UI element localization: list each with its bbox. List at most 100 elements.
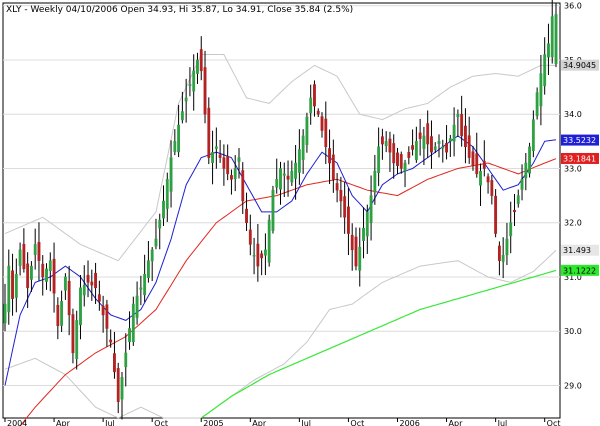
candle-body-down <box>350 234 354 251</box>
value-badge-text: 31.1222 <box>563 266 596 275</box>
candle-body-up <box>196 59 199 74</box>
candle-body-up <box>75 320 79 360</box>
candle-body-down <box>313 84 316 107</box>
candle-body-down <box>245 208 248 223</box>
y-tick-label: 29.0 <box>564 381 582 390</box>
candle-body-up <box>33 244 37 255</box>
candle-body-up <box>173 141 177 153</box>
candle-body-down <box>320 116 324 131</box>
candle-body-up <box>403 162 407 172</box>
candle-body-up <box>373 170 377 193</box>
candle-body-up <box>282 173 286 176</box>
y-tick-label: 30.0 <box>564 327 582 336</box>
candle-body-down <box>482 160 486 169</box>
candle-body-up <box>422 135 426 149</box>
candle-body-up <box>479 170 482 186</box>
x-tick-label: Apr <box>252 419 267 426</box>
candle-body-down <box>90 281 94 286</box>
candle-body-down <box>392 143 396 164</box>
candle-body-up <box>535 92 539 117</box>
candle-body-down <box>67 280 71 316</box>
candle-body-down <box>113 353 116 373</box>
candle-body-up <box>252 255 256 257</box>
candle-body-up <box>452 124 456 142</box>
x-tick-label: 2006 <box>399 419 419 426</box>
candle-body-down <box>97 294 101 302</box>
candle-body-up <box>524 162 528 179</box>
candle-body-down <box>430 136 433 153</box>
candle-body-up <box>520 179 524 190</box>
x-tick-label: 2004 <box>7 419 27 426</box>
candle-body-up <box>237 157 241 162</box>
candle-body-down <box>52 258 56 294</box>
candle-body-down <box>513 209 516 213</box>
candle-body-down <box>331 154 335 180</box>
ma-green-line <box>200 269 557 419</box>
candle-body-down <box>475 153 479 175</box>
candle-body-up <box>177 124 181 153</box>
value-badge-bg <box>561 264 599 276</box>
candle-body-down <box>399 154 403 169</box>
candle-body-up <box>214 146 218 149</box>
candle-body-up <box>309 97 313 114</box>
candle-body-down <box>94 272 97 289</box>
band-upper-line <box>4 54 556 262</box>
x-tick-label: Oct <box>350 419 364 426</box>
candle-body-up <box>550 16 554 58</box>
candle-body-down <box>203 67 207 115</box>
candle-body-down <box>218 154 222 158</box>
candle-body-up <box>456 113 460 118</box>
candle-body-down <box>418 132 422 139</box>
candle-body-up <box>165 179 169 209</box>
candle-body-down <box>497 245 501 261</box>
candle-body-down <box>71 314 75 354</box>
candle-body-down <box>109 339 113 343</box>
candle-body-down <box>286 175 290 180</box>
candle-body-down <box>335 183 339 191</box>
candle-body-up <box>294 162 298 179</box>
x-tick-label: 2005 <box>203 419 223 426</box>
candle-body-down <box>411 145 415 150</box>
candle-body-down <box>248 229 252 245</box>
candle-body-up <box>162 200 165 219</box>
candle-body-up <box>305 116 309 146</box>
candle-body-up <box>60 301 64 326</box>
candle-body-up <box>290 170 294 183</box>
candle-body-up <box>63 276 67 291</box>
candle-body-up <box>211 151 214 163</box>
candle-body-down <box>260 253 264 259</box>
candle-body-up <box>501 255 505 262</box>
candle-body-down <box>101 305 105 316</box>
candle-body-up <box>414 141 418 161</box>
candle-body-up <box>18 249 22 266</box>
candle-body-up <box>150 249 154 262</box>
candle-body-up <box>437 141 441 144</box>
candle-body-up <box>275 179 279 188</box>
candle-body-up <box>509 222 513 237</box>
candle-body-down <box>467 135 471 158</box>
candle-body-down <box>339 190 343 202</box>
value-badge-text: 34.9045 <box>563 61 596 70</box>
candle-body-up <box>543 54 547 87</box>
candle-body-up <box>120 377 124 400</box>
candle-body-down <box>460 113 464 137</box>
value-badge-text: 33.5232 <box>563 136 596 145</box>
candle-body-down <box>407 151 411 158</box>
candle-body-down <box>241 170 245 202</box>
candle-body-up <box>184 97 188 102</box>
candle-body-up <box>82 284 86 296</box>
value-badge-bg <box>561 134 599 146</box>
candle-body-down <box>11 270 14 299</box>
value-badge-text: 31.493 <box>563 246 591 255</box>
candle-body-up <box>135 295 139 318</box>
x-tick-label: Jul <box>497 419 508 426</box>
candle-body-down <box>471 151 475 166</box>
candle-body-up <box>143 273 147 296</box>
candle-body-up <box>79 287 82 326</box>
candle-body-up <box>505 238 509 256</box>
x-tick-label: Jul <box>300 419 311 426</box>
candle-body-up <box>139 287 143 290</box>
y-tick-label: 33.0 <box>564 164 582 173</box>
candle-body-up <box>547 43 550 58</box>
